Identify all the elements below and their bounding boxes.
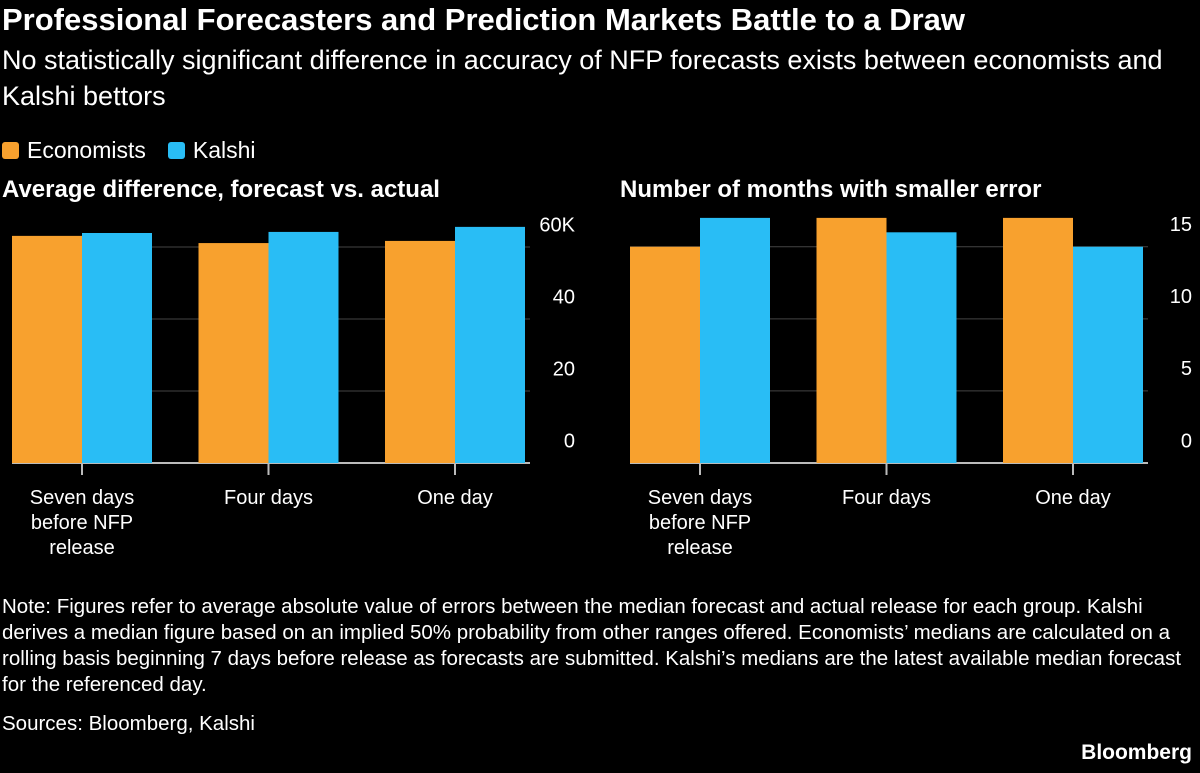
bar <box>385 240 455 463</box>
legend-swatch <box>2 142 19 159</box>
bar <box>268 231 339 463</box>
source: Sources: Bloomberg, Kalshi <box>2 712 255 735</box>
legend-label: Kalshi <box>192 137 256 163</box>
bar <box>700 217 770 463</box>
y-tick-label: 60K <box>539 214 575 236</box>
bar <box>630 246 700 463</box>
bar <box>816 217 887 463</box>
legend-label: Economists <box>27 137 146 163</box>
y-tick-label: 5 <box>1181 358 1192 380</box>
bar <box>455 226 525 463</box>
x-tick-label: One day <box>1035 487 1111 509</box>
bar <box>1073 246 1143 463</box>
bar <box>82 232 152 463</box>
brand: Bloomberg <box>1081 741 1192 764</box>
y-tick-label: 15 <box>1170 214 1192 236</box>
x-tick-label: Seven days before NFP release <box>647 487 753 559</box>
bar <box>1003 217 1073 463</box>
y-tick-label: 40 <box>553 286 575 308</box>
bar <box>198 243 269 463</box>
legend: Economists Kalshi <box>2 137 256 164</box>
x-tick-label: Four days <box>842 487 931 509</box>
note: Note: Figures refer to average absolute … <box>2 595 1182 696</box>
bar <box>12 235 82 463</box>
y-tick-label: 0 <box>1181 430 1192 452</box>
chart-title: Average difference, forecast vs. actual <box>2 176 440 203</box>
legend-item: Economists <box>2 137 146 164</box>
y-tick-label: 0 <box>564 430 575 452</box>
legend-swatch <box>167 142 185 159</box>
bar <box>886 232 957 463</box>
x-tick-label: Four days <box>224 487 313 509</box>
title: Professional Forecasters and Prediction … <box>2 2 966 37</box>
y-tick-label: 20 <box>553 358 575 380</box>
chart-title: Number of months with smaller error <box>620 176 1042 203</box>
x-tick-label: Seven days before NFP release <box>29 487 135 559</box>
subtitle: No statistically significant difference … <box>2 45 1163 111</box>
y-tick-label: 10 <box>1170 286 1192 308</box>
x-tick-label: One day <box>417 487 493 509</box>
legend-item: Kalshi <box>167 137 256 164</box>
